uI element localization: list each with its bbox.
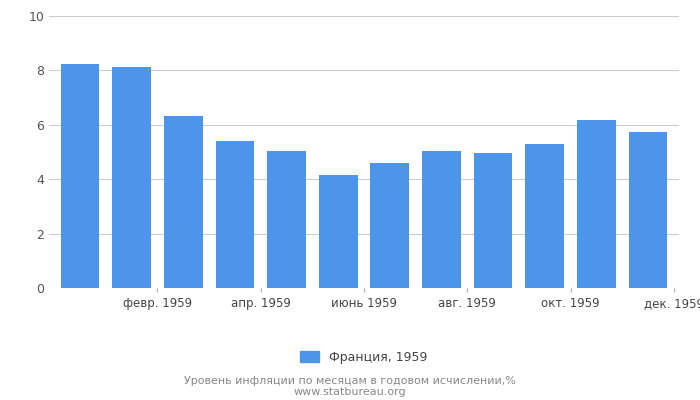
Bar — [164, 116, 202, 288]
Bar — [216, 140, 254, 288]
Bar — [318, 175, 358, 288]
Bar — [61, 64, 99, 288]
Bar — [629, 132, 667, 288]
Bar — [474, 152, 512, 288]
Bar — [370, 164, 410, 288]
Text: www.statbureau.org: www.statbureau.org — [294, 387, 406, 397]
Bar — [577, 120, 616, 288]
Bar — [526, 144, 564, 288]
Bar — [422, 152, 461, 288]
Bar — [267, 151, 306, 288]
Bar — [112, 67, 151, 288]
Legend: Франция, 1959: Франция, 1959 — [295, 346, 433, 369]
Text: Уровень инфляции по месяцам в годовом исчислении,%: Уровень инфляции по месяцам в годовом ис… — [184, 376, 516, 386]
